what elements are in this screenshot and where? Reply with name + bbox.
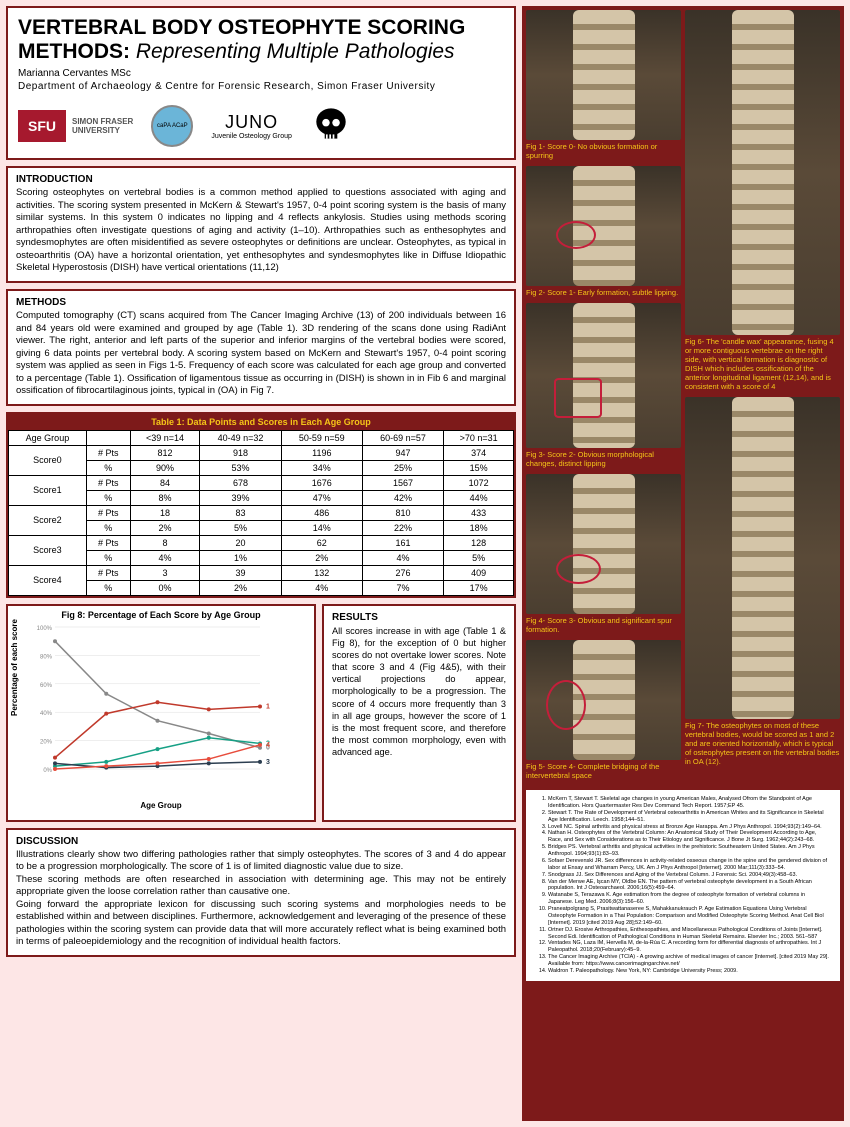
header: VERTEBRAL BODY OSTEOPHYTE SCORING METHOD… [6,6,516,160]
skull-icon [310,105,352,147]
fig4-cap: Fig 4- Score 3- Obvious and significant … [526,614,681,636]
fig1-cap: Fig 1- Score 0- No obvious formation or … [526,140,681,162]
department: Department of Archaeology & Centre for F… [18,81,504,92]
title-sub: Representing Multiple Pathologies [136,40,455,63]
table1-title: Table 1: Data Points and Scores in Each … [8,414,514,430]
fig8-ylabel: Percentage of each score [10,619,19,716]
fig2-cap: Fig 2- Score 1- Early formation, subtle … [526,286,681,299]
table1-body: Age Group<39 n=1440-49 n=3250-59 n=5960-… [8,430,514,596]
logo-row: SFU SIMON FRASER UNIVERSITY caPA ACaP JU… [18,102,504,150]
fig3-cap: Fig 3- Score 2- Obvious morphological ch… [526,448,681,470]
svg-text:40%: 40% [40,711,53,717]
fig7-img [685,397,840,719]
fig8-chart: Fig 8: Percentage of Each Score by Age G… [6,604,316,822]
fig8-xlabel: Age Group [12,801,310,810]
results-section: RESULTS All scores increase in with age … [322,604,516,822]
sfu-logo: SFU SIMON FRASER UNIVERSITY [18,110,133,142]
juno-logo: JUNO Juvenile Osteology Group [211,112,292,140]
fig5-img [526,640,681,760]
fig5-cap: Fig 5- Score 4- Complete bridging of the… [526,760,681,782]
fig6-cap: Fig 6- The 'candle wax' appearance, fusi… [685,335,840,393]
svg-text:80%: 80% [40,654,53,660]
author: Marianna Cervantes MSc [18,68,504,79]
fig1-img [526,10,681,140]
fig8-svg: 0%20%40%60%80%100%01234 [30,622,310,797]
table1: Table 1: Data Points and Scores in Each … [6,412,516,598]
results-body: All scores increase in with age (Table 1… [332,625,506,759]
results-head: RESULTS [332,612,506,623]
svg-text:0%: 0% [43,768,52,774]
poster-title: VERTEBRAL BODY OSTEOPHYTE SCORING METHOD… [18,16,504,64]
discussion-body: Illustrations clearly show two differing… [16,849,506,949]
discussion-section: DISCUSSION Illustrations clearly show tw… [6,828,516,957]
fig2-img [526,166,681,286]
methods-section: METHODS Computed tomography (CT) scans a… [6,289,516,406]
figure-panel: Fig 1- Score 0- No obvious formation or … [522,6,844,1121]
fig7-cap: Fig 7- The osteophytes on most of these … [685,719,840,768]
svg-text:1: 1 [266,703,270,710]
intro-section: INTRODUCTION Scoring osteophytes on vert… [6,166,516,283]
methods-head: METHODS [16,297,506,308]
fig3-img [526,303,681,448]
svg-text:60%: 60% [40,683,53,689]
intro-body: Scoring osteophytes on vertebral bodies … [16,187,506,275]
sfu-block: SFU [18,110,66,142]
fig8-title: Fig 8: Percentage of Each Score by Age G… [12,610,310,620]
svg-text:3: 3 [266,759,270,766]
methods-body: Computed tomography (CT) scans acquired … [16,310,506,398]
fig4-img [526,474,681,614]
svg-text:100%: 100% [37,626,53,632]
svg-text:20%: 20% [40,739,53,745]
references: McKern T, Stewart T. Skeletal age change… [526,790,840,981]
discussion-head: DISCUSSION [16,836,506,847]
capa-logo: caPA ACaP [151,105,193,147]
svg-text:4: 4 [266,742,270,749]
intro-head: INTRODUCTION [16,174,506,185]
fig6-img [685,10,840,335]
